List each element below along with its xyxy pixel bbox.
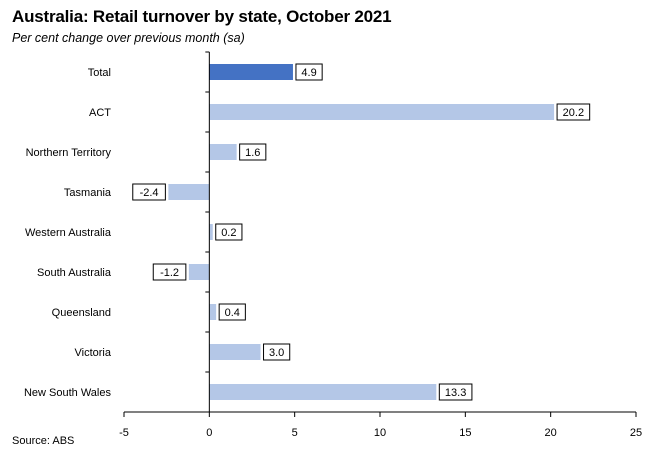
chart-subtitle: Per cent change over previous month (sa) [12,31,245,45]
category-label: ACT [89,107,111,119]
data-label: -1.2 [160,267,179,279]
x-tick-label: 20 [545,427,557,439]
chart-title: Australia: Retail turnover by state, Oct… [12,7,392,26]
data-label: 0.2 [221,227,236,239]
bar [188,264,210,280]
data-label-box [239,143,267,161]
data-label-box [215,223,243,241]
bar [168,184,210,200]
bar [209,104,555,120]
category-label: New South Wales [24,387,112,399]
x-tick-label: 10 [374,427,386,439]
data-label: 20.2 [563,107,584,119]
x-tick-label: -5 [119,427,129,439]
bar [209,384,437,400]
category-label: Queensland [52,307,111,319]
data-label-box [556,103,591,121]
data-label: 4.9 [301,67,316,79]
data-label-box [218,303,246,321]
data-label: 1.6 [245,147,260,159]
category-label: Western Australia [25,227,112,239]
x-tick-label: 5 [292,427,298,439]
bar [209,64,293,80]
data-label-box [438,383,473,401]
data-label: 13.3 [445,387,466,399]
x-tick-label: 25 [630,427,642,439]
bar [209,144,237,160]
bar [209,224,213,240]
bar [209,344,261,360]
category-label: Victoria [75,347,112,359]
x-tick-label: 15 [459,427,471,439]
data-label: -2.4 [140,187,159,199]
category-label: Tasmania [64,187,112,199]
category-label: Northern Territory [26,147,112,159]
data-label-box [152,263,187,281]
data-label-box [295,63,323,81]
data-label: 0.4 [225,307,240,319]
data-label-box [263,343,291,361]
category-label: Total [88,67,111,79]
source-note: Source: ABS [12,435,75,447]
data-label: 3.0 [269,347,284,359]
x-tick-label: 0 [206,427,212,439]
category-label: South Australia [37,267,112,279]
bar [209,304,217,320]
data-label-box [132,183,166,201]
